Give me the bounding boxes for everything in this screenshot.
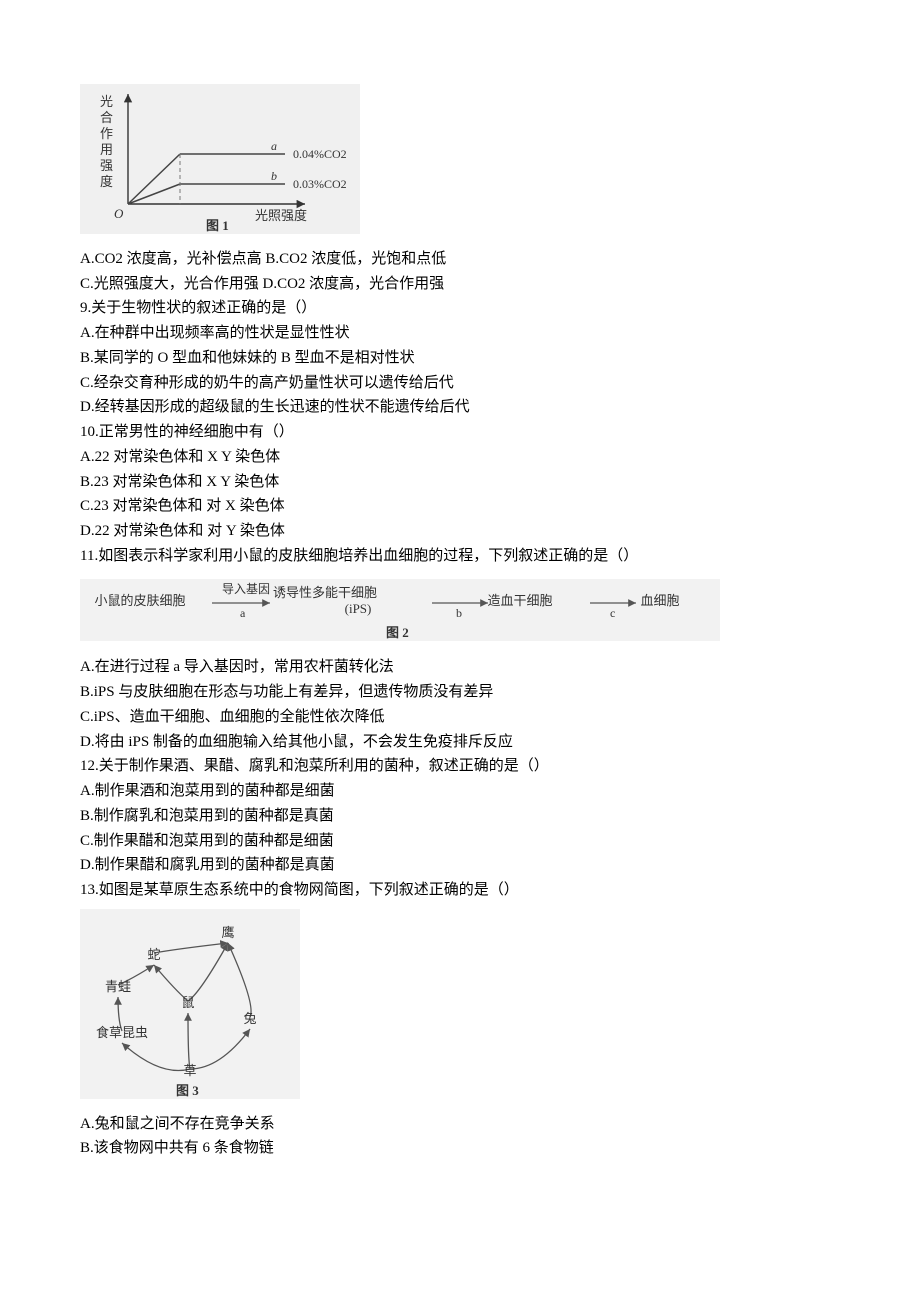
figure-3: 草 食草昆虫 兔 鼠 青蛙 蛇 鹰图 3: [80, 909, 840, 1108]
svg-text:c: c: [610, 606, 615, 620]
q12-stem: 12.关于制作果酒、果醋、腐乳和泡菜所利用的菌种，叙述正确的是（）: [80, 754, 840, 779]
svg-text:作: 作: [100, 126, 113, 141]
q9-option-c: C.经杂交育种形成的奶牛的高产奶量性状可以遗传给后代: [80, 371, 840, 396]
q8-option-cd: C.光照强度大，光合作用强 D.CO2 浓度高，光合作用强: [80, 272, 840, 297]
q11-stem: 11.如图表示科学家利用小鼠的皮肤细胞培养出血细胞的过程，下列叙述正确的是（）: [80, 544, 840, 569]
q11-option-b: B.iPS 与皮肤细胞在形态与功能上有差异，但遗传物质没有差异: [80, 680, 840, 705]
svg-text:合: 合: [100, 110, 113, 125]
q10-stem: 10.正常男性的神经细胞中有（）: [80, 420, 840, 445]
q12-option-b: B.制作腐乳和泡菜用到的菌种都是真菌: [80, 804, 840, 829]
svg-text:a: a: [271, 139, 277, 153]
q12-option-c: C.制作果醋和泡菜用到的菌种都是细菌: [80, 829, 840, 854]
figure-1: 光合作用强度 O 光照强度 a 0.04%CO2 b 0.03%CO2 图 1: [80, 84, 840, 243]
svg-text:血细胞: 血细胞: [640, 593, 679, 608]
figure-2: 导入基因 a b c 小鼠的皮肤细胞 诱导性多能干细胞(iPS) 造血干细胞 血细胞图 2: [80, 579, 840, 650]
svg-text:光照强度: 光照强度: [255, 208, 307, 223]
svg-text:O: O: [114, 206, 124, 221]
q12-option-d: D.制作果醋和腐乳用到的菌种都是真菌: [80, 853, 840, 878]
svg-text:图 1: 图 1: [206, 218, 229, 233]
q9-option-b: B.某同学的 O 型血和他妹妹的 B 型血不是相对性状: [80, 346, 840, 371]
q13-option-b: B.该食物网中共有 6 条食物链: [80, 1136, 840, 1161]
svg-text:鹰: 鹰: [221, 925, 234, 940]
q13-option-a: A.兔和鼠之间不存在竞争关系: [80, 1112, 840, 1137]
q11-option-c: C.iPS、造血干细胞、血细胞的全能性依次降低: [80, 705, 840, 730]
svg-text:小鼠的皮肤细胞: 小鼠的皮肤细胞: [94, 593, 185, 608]
q11-option-a: A.在进行过程 a 导入基因时，常用农杆菌转化法: [80, 655, 840, 680]
svg-text:a: a: [240, 606, 246, 620]
q9-option-a: A.在种群中出现频率高的性状是显性性状: [80, 321, 840, 346]
svg-text:用: 用: [100, 142, 113, 157]
svg-text:草: 草: [183, 1063, 196, 1078]
q9-option-d: D.经转基因形成的超级鼠的生长迅速的性状不能遗传给后代: [80, 395, 840, 420]
figure-1-svg: 光合作用强度 O 光照强度 a 0.04%CO2 b 0.03%CO2 图 1: [80, 84, 360, 234]
svg-text:强: 强: [100, 158, 113, 173]
svg-text:蛇: 蛇: [147, 947, 160, 962]
svg-text:(iPS): (iPS): [345, 601, 372, 616]
figure-2-svg: 导入基因 a b c 小鼠的皮肤细胞 诱导性多能干细胞(iPS) 造血干细胞 血细胞图 2: [80, 579, 720, 641]
svg-text:b: b: [456, 606, 462, 620]
q11-option-d: D.将由 iPS 制备的血细胞输入给其他小鼠，不会发生免疫排斥反应: [80, 730, 840, 755]
q10-option-a: A.22 对常染色体和 X Y 染色体: [80, 445, 840, 470]
svg-text:诱导性多能干细胞: 诱导性多能干细胞: [273, 585, 377, 600]
svg-text:鼠: 鼠: [181, 995, 194, 1010]
svg-text:食草昆虫: 食草昆虫: [96, 1025, 148, 1040]
q8-option-ab: A.CO2 浓度高，光补偿点高 B.CO2 浓度低，光饱和点低: [80, 247, 840, 272]
q9-stem: 9.关于生物性状的叙述正确的是（）: [80, 296, 840, 321]
svg-text:图 2: 图 2: [386, 625, 409, 640]
svg-text:导入基因: 导入基因: [222, 582, 270, 596]
svg-text:0.03%CO2: 0.03%CO2: [293, 177, 347, 191]
q10-option-d: D.22 对常染色体和 对 Y 染色体: [80, 519, 840, 544]
svg-text:0.04%CO2: 0.04%CO2: [293, 147, 347, 161]
q10-option-b: B.23 对常染色体和 X Y 染色体: [80, 470, 840, 495]
svg-text:光: 光: [100, 94, 113, 109]
svg-text:青蛙: 青蛙: [105, 979, 131, 994]
q12-option-a: A.制作果酒和泡菜用到的菌种都是细菌: [80, 779, 840, 804]
svg-text:b: b: [271, 169, 277, 183]
svg-text:图 3: 图 3: [176, 1083, 199, 1098]
svg-text:兔: 兔: [243, 1011, 256, 1026]
q10-option-c: C.23 对常染色体和 对 X 染色体: [80, 494, 840, 519]
figure-3-svg: 草 食草昆虫 兔 鼠 青蛙 蛇 鹰图 3: [80, 909, 300, 1099]
svg-text:度: 度: [100, 174, 113, 189]
q13-stem: 13.如图是某草原生态系统中的食物网简图，下列叙述正确的是（）: [80, 878, 840, 903]
svg-text:造血干细胞: 造血干细胞: [487, 593, 552, 608]
